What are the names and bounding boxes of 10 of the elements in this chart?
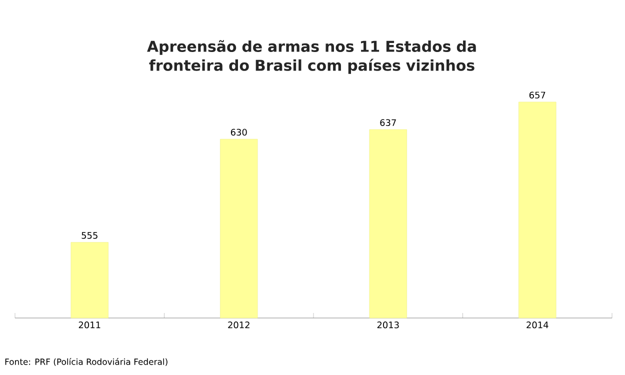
data-label: 555 (82, 232, 98, 239)
x-tick-label: 2011 (78, 322, 100, 328)
x-tick-label: 2014 (526, 322, 548, 328)
data-label: 637 (380, 119, 396, 126)
source-note: Fonte: PRF (Polícia Rodoviária Federal) (5, 358, 168, 366)
chart-title: Apreensão de armas nos 11 Estados da fronteira do Brasil com países vizinhos (147, 40, 476, 74)
x-tick-label: 2013 (377, 322, 399, 328)
data-label: 630 (230, 128, 247, 136)
x-tick-label: 2012 (228, 322, 250, 328)
data-label: 657 (529, 92, 546, 98)
